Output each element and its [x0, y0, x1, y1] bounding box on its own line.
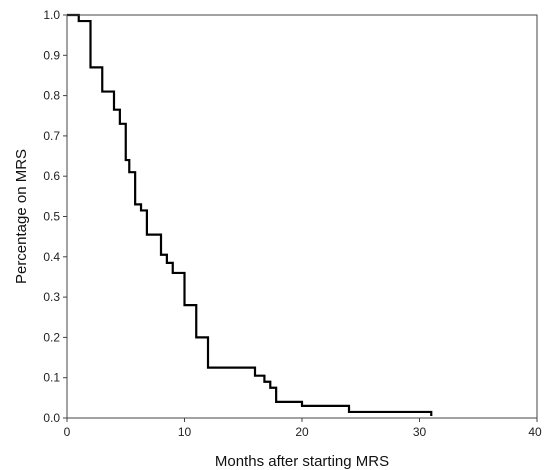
x-tick-label: 40	[528, 425, 542, 439]
x-axis-label: Months after starting MRS	[215, 453, 389, 470]
y-tick-label: 0.7	[43, 129, 60, 143]
y-tick-label: 0.4	[43, 250, 60, 264]
y-tick-label: 0.6	[43, 169, 60, 183]
y-tick-label: 0.9	[43, 48, 60, 62]
x-tick-label: 0	[64, 425, 71, 439]
y-tick-label: 0.3	[43, 290, 60, 304]
y-tick-label: 0.0	[43, 411, 60, 425]
x-tick-label: 30	[413, 425, 427, 439]
x-tick-label: 10	[178, 425, 192, 439]
y-axis-label: Percentage on MRS	[13, 149, 30, 284]
x-axis-ticks: 0 10 20 30 40	[64, 418, 542, 439]
y-tick-label: 0.8	[43, 89, 60, 103]
y-tick-label: 0.5	[43, 210, 60, 224]
y-tick-label: 1.0	[43, 8, 60, 22]
plot-frame	[66, 14, 538, 419]
y-tick-label: 0.2	[43, 330, 60, 344]
y-axis-ticks: 0.0 0.1 0.2 0.3 0.4 0.5 0.6 0.7 0.8 0.9 1.0	[43, 8, 67, 425]
x-tick-label: 20	[295, 425, 309, 439]
survival-curve	[67, 13, 433, 416]
y-tick-label: 0.1	[43, 371, 60, 385]
